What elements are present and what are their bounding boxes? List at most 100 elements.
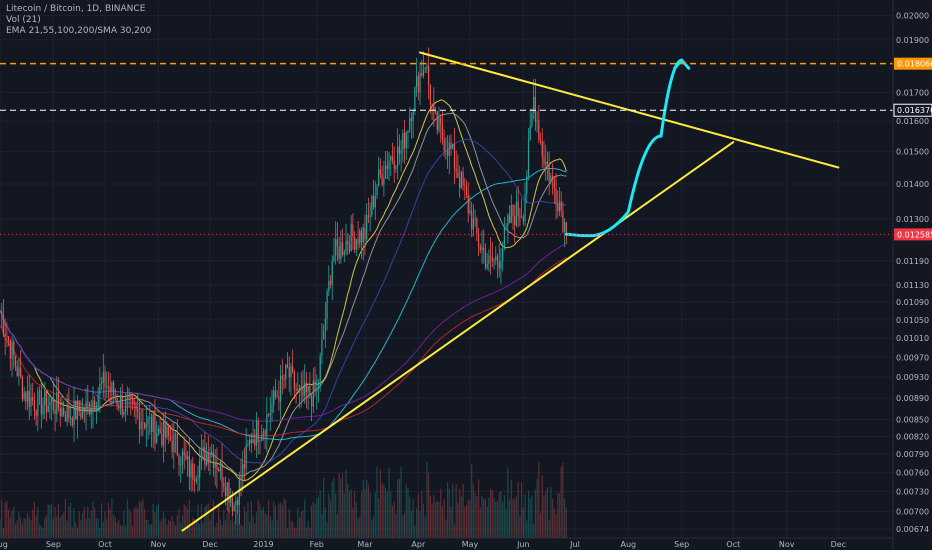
volume-bar [367,484,369,538]
candle-body [448,142,450,156]
candle-body [395,166,397,169]
candle-body [1,311,3,316]
candle-body [446,150,449,156]
volume-bar [166,524,168,538]
candle-body [6,336,8,337]
candle-body [247,444,249,445]
candle-body [156,433,158,443]
candle-body [9,340,11,359]
volume-bar [536,478,538,538]
volume-bar [448,488,450,538]
candle-body [190,463,192,478]
candle-body [75,400,77,420]
candle-body [107,386,110,388]
candle-body [329,280,332,285]
volume-bar [483,499,485,538]
volume-indicator-label[interactable]: Vol (21) [6,15,41,25]
volume-bar [316,499,318,538]
candle-body [78,400,80,412]
volume-bar [471,463,473,538]
candle-body [123,411,125,415]
candle-body [397,146,399,167]
volume-bar [364,488,366,538]
volume-bar [174,525,177,538]
candle-body [42,404,44,415]
candle-body [205,452,208,466]
candle-body [174,434,177,435]
candle-body [257,421,259,443]
volume-bar [83,506,85,538]
candle-body [45,390,48,413]
volume-bar [328,493,330,538]
volume-bar [235,514,237,538]
volume-bar [66,520,68,538]
candle-body [421,73,423,76]
volume-bar [486,506,488,538]
volume-bar [254,523,256,538]
moving-average-label[interactable]: EMA 21,55,100,200/SMA 30,200 [6,26,152,36]
volume-bar [78,511,80,538]
volume-bar [144,508,146,538]
volume-bar [453,524,456,538]
volume-bar [488,497,490,538]
volume-bar [441,505,444,538]
volume-bar [376,467,378,538]
volume-bar [102,521,104,538]
volume-bar [564,499,566,538]
candle-body [366,215,368,240]
candle-body [159,428,161,434]
y-tick-label: 0.01050 [896,316,929,325]
candle-body [307,386,309,393]
candle-body [157,428,159,434]
candle-body [529,125,531,140]
volume-bar [61,514,63,538]
volume-bar [238,513,240,538]
candle-body [59,408,61,416]
volume-bar [317,496,320,538]
candle-body [71,417,73,426]
volume-bar [393,501,395,538]
candle-body [557,204,559,212]
volume-bar [360,491,363,538]
volume-bar [137,508,139,538]
volume-bar [278,503,280,538]
candle-body [147,417,149,425]
volume-bar [123,510,125,538]
volume-bar [80,520,82,538]
candle-body [57,392,60,409]
volume-bar [82,513,84,538]
volume-bar [539,512,542,538]
symbol-title[interactable]: Litecoin / Bitcoin, 1D, BINANCE [6,4,146,14]
volume-bar [199,523,201,538]
volume-bar [97,518,99,538]
candle-body [438,117,440,131]
x-tick-label: Aug [0,540,8,549]
candle-body [144,422,146,428]
volume-bar [417,493,419,538]
volume-bar [407,488,409,538]
volume-bar [490,489,492,538]
candle-body [40,390,42,415]
candle-body [73,400,75,426]
candle-body [376,186,378,196]
x-tick-label: Mar [357,540,373,549]
candle-body [415,76,418,87]
candle-body [295,389,297,391]
volume-bar [409,497,411,538]
volume-bar [390,491,392,538]
volume-bar [472,483,475,538]
candle-body [133,400,135,406]
volume-bar [168,519,170,538]
moving-average-line [0,139,567,464]
candle-body [286,364,289,368]
candle-body [161,433,163,446]
volume-bar [149,525,151,538]
volume-bar [422,503,425,538]
candle-body [271,404,273,414]
volume-bar [1,499,3,538]
volume-bar [515,496,518,538]
x-tick-label: 2019 [253,540,273,549]
y-tick-label: 0.00820 [896,433,929,442]
candle-body [135,405,137,410]
